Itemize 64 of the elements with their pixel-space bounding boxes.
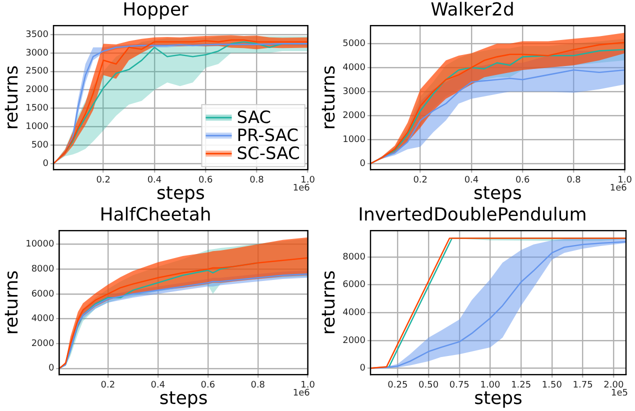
x-tick-label: 2.00 [604, 380, 624, 390]
x-tick-label: 0.25 [388, 380, 408, 390]
x-axis-title: steps [474, 388, 522, 409]
y-axis-title: returns [318, 270, 340, 335]
x-axis-title: steps [159, 388, 208, 409]
y-tick-label: 4000 [342, 62, 366, 73]
text: 1e6 [610, 183, 628, 194]
x-tick-label: 0.6 [198, 175, 214, 186]
legend-label: SC-SAC [236, 144, 300, 164]
y-tick-label: 1500 [26, 104, 49, 114]
y-tick-label: 0 [360, 364, 366, 374]
y-tick-label: 5000 [342, 38, 366, 49]
y-tick-label: 0 [360, 158, 366, 169]
x-tick-label: 0.4 [150, 380, 166, 390]
y-tick-label: 1000 [342, 134, 366, 145]
y-tick-label: 8000 [31, 264, 54, 274]
legend-label: SAC [236, 108, 272, 128]
y-tick-label: 6000 [31, 289, 54, 300]
text: 1e5 [611, 388, 628, 398]
y-tick-label: 6000 [342, 280, 366, 290]
x-tick-label: 0.8 [250, 175, 264, 186]
chart-title: Hopper [122, 0, 190, 20]
chart-title: HalfCheetah [100, 204, 212, 226]
text: 1e6 [292, 183, 310, 194]
x-tick-label: 0.4 [464, 175, 479, 186]
y-tick-label: 2000 [342, 336, 366, 346]
y-axis-title: returns [1, 270, 22, 335]
y-tick-label: 2500 [26, 66, 49, 77]
chart-title: Walker2d [430, 0, 514, 20]
y-tick-label: 0 [42, 159, 49, 170]
legend-label: PR-SAC [236, 126, 299, 146]
y-tick-label: 2000 [26, 85, 49, 96]
y-tick-label: 1000 [26, 122, 49, 132]
chart-title: InvertedDoublePendulum [358, 204, 587, 226]
x-tick-label: 0.6 [200, 380, 216, 390]
text: 1e6 [292, 388, 310, 398]
y-tick-label: 8000 [342, 252, 366, 262]
x-tick-label: 0.75 [449, 380, 470, 390]
y-tick-label: 3500 [26, 30, 49, 40]
x-tick-label: 0.4 [147, 175, 162, 186]
x-tick-label: 1.00 [480, 380, 501, 390]
y-tick-label: 0 [48, 364, 54, 374]
y-tick-label: 500 [31, 140, 49, 151]
y-tick-label: 3000 [342, 86, 366, 97]
y-axis-title: returns [318, 65, 340, 130]
x-tick-label: 0.2 [96, 175, 111, 186]
x-tick-label: 0.8 [250, 380, 266, 390]
x-axis-title: steps [474, 182, 522, 204]
x-tick-label: 1.50 [542, 380, 562, 390]
x-tick-label: 0.50 [418, 380, 439, 390]
x-axis-title: steps [156, 182, 205, 204]
y-tick-label: 10000 [26, 240, 54, 250]
y-tick-label: 2000 [31, 338, 54, 349]
y-tick-label: 4000 [31, 314, 54, 324]
x-tick-label: 1.25 [511, 380, 532, 390]
x-tick-label: 0.6 [515, 175, 530, 186]
x-tick-label: 1.75 [572, 380, 593, 390]
y-tick-label: 4000 [342, 308, 366, 318]
x-tick-label: 0.8 [566, 175, 582, 186]
y-tick-label: 2000 [342, 110, 366, 121]
y-tick-label: 3000 [26, 48, 49, 58]
x-tick-label: 0.2 [100, 380, 116, 390]
y-axis-title: returns [1, 65, 22, 130]
x-tick-label: 0.2 [413, 175, 428, 186]
